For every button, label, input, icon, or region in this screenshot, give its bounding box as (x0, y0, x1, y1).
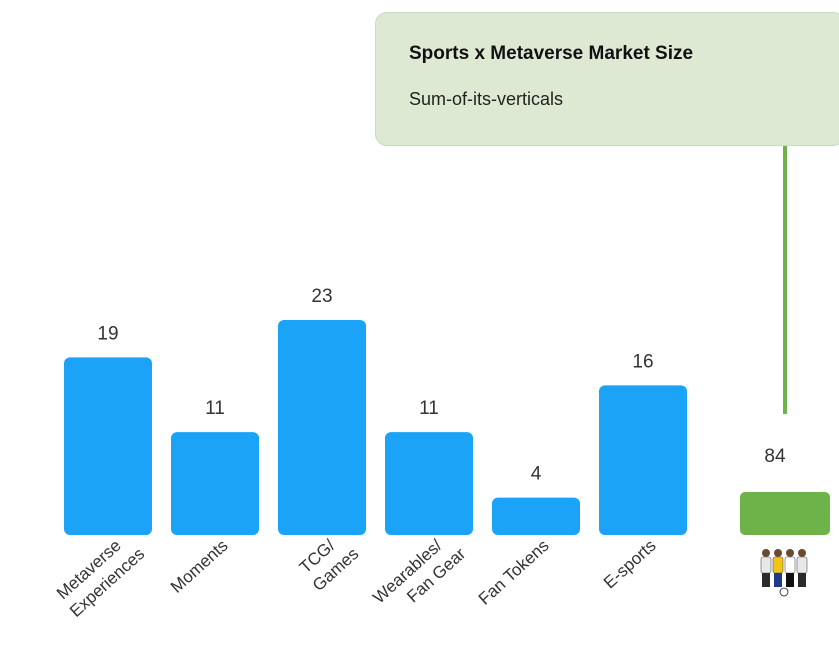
category-label: E-sports (600, 536, 660, 592)
callout-connector-line (783, 146, 787, 414)
category-label: TCG/Games (294, 528, 362, 595)
category-label-line: Fan Tokens (475, 536, 553, 609)
bar-value-label: 11 (419, 398, 439, 419)
bar (278, 319, 366, 535)
total-bar (740, 492, 830, 535)
bar (599, 385, 687, 535)
category-label: Fan Tokens (475, 536, 553, 609)
callout-subtitle: Sum-of-its-verticals (409, 89, 564, 109)
bar-value-label: 4 (531, 464, 542, 485)
category-label: Moments (167, 536, 232, 597)
market-size-callout: Sports x Metaverse Market Size Sum-of-it… (375, 12, 839, 146)
category-label-line: Moments (167, 536, 232, 597)
bar-value-label: 16 (632, 351, 653, 372)
bar-value-label: 11 (205, 398, 225, 419)
bar (385, 432, 473, 535)
bar (64, 357, 152, 535)
bar-value-label: 23 (311, 286, 332, 307)
bar-value-label: 19 (97, 323, 118, 344)
bar (492, 497, 580, 535)
sports-players-icon (760, 549, 808, 597)
callout-title: Sports x Metaverse Market Size (409, 43, 694, 64)
bar (171, 432, 259, 535)
category-label-line: E-sports (600, 536, 660, 592)
total-value-label: 84 (764, 446, 786, 467)
category-label: Wearables/Fan Gear (369, 528, 469, 624)
category-label: MetaverseExperiences (51, 528, 148, 621)
